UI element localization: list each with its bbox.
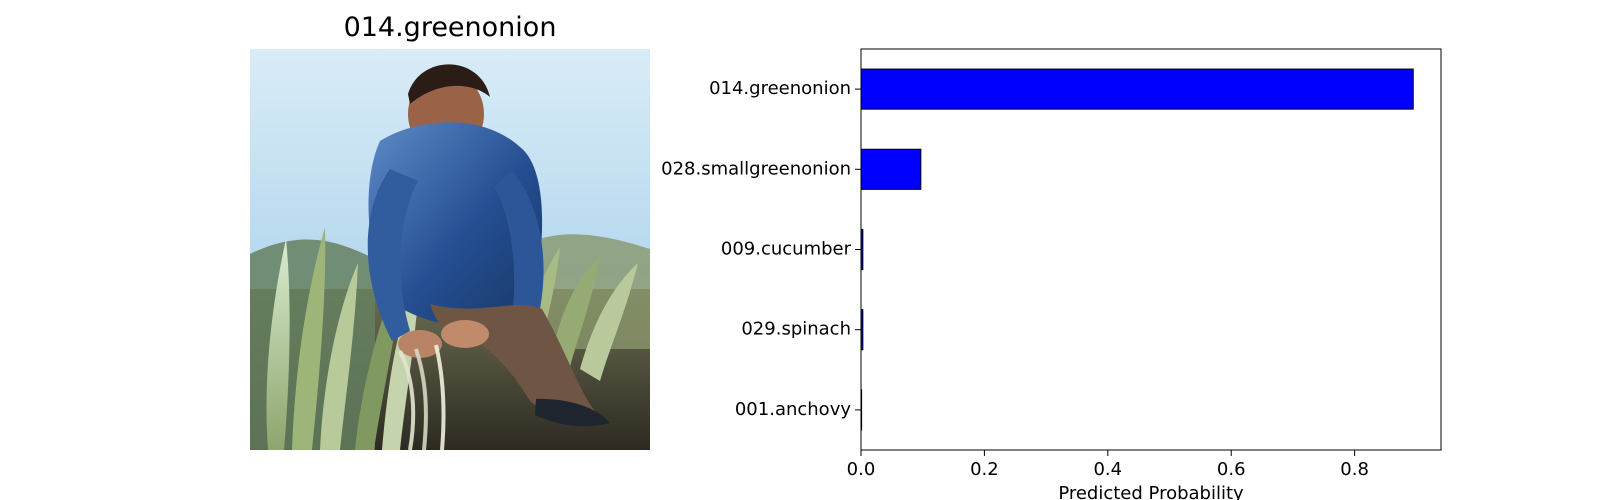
x-tick-label: 0.6 [1217, 459, 1246, 480]
bar-014-greenonion [860, 68, 1414, 110]
image-title: 014.greenonion [343, 12, 557, 43]
plot-frame [860, 48, 1442, 451]
x-axis-label: Predicted Probability [1058, 483, 1244, 500]
y-tick-label: 014.greenonion [709, 78, 851, 99]
bar-001-anchovy [860, 389, 863, 431]
y-tick-label: 028.smallgreenonion [661, 158, 851, 179]
x-tick-label: 0.2 [970, 459, 999, 480]
bar-009-cucumber [860, 228, 864, 271]
y-tick-label: 001.anchovy [735, 399, 851, 420]
bar-028-smallgreenonion [860, 148, 922, 190]
x-tick-label: 0.4 [1093, 459, 1122, 480]
farmer [367, 64, 610, 427]
y-tick-label: 009.cucumber [721, 239, 852, 260]
sample-photo [250, 49, 650, 450]
y-tick-label: 029.spinach [741, 319, 851, 340]
photo-illustration [250, 49, 650, 450]
x-tick-label: 0.8 [1340, 459, 1369, 480]
bar-029-spinach [860, 309, 864, 351]
harvested-onions [398, 344, 446, 450]
x-tick-label: 0.0 [847, 459, 876, 480]
